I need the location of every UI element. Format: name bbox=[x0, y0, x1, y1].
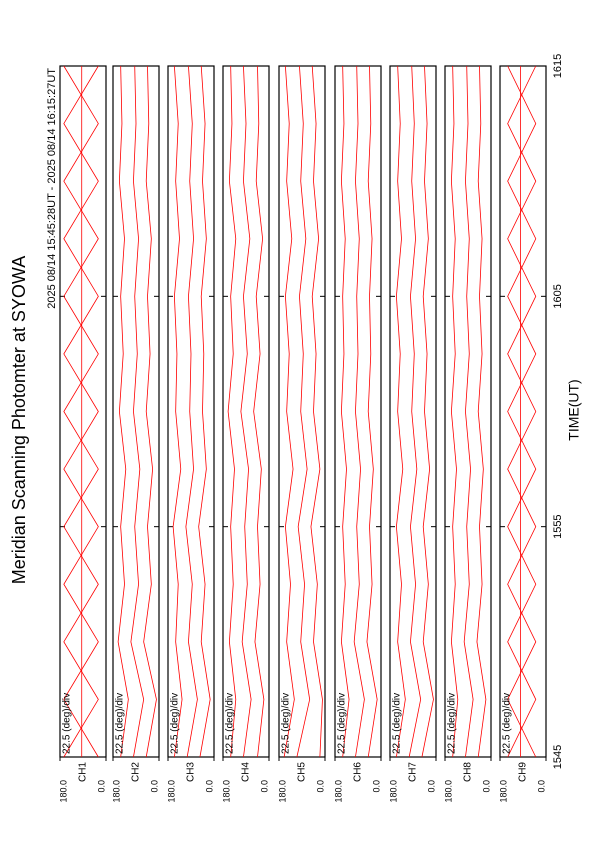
trace bbox=[507, 65, 537, 758]
x-tick-label: 1615 bbox=[552, 54, 564, 78]
trace bbox=[507, 65, 537, 758]
channel-label: CH2 bbox=[131, 762, 142, 782]
trace bbox=[63, 65, 99, 758]
channel-label: CH6 bbox=[353, 762, 364, 782]
panel-frame bbox=[444, 65, 492, 758]
trace bbox=[198, 65, 211, 758]
trace bbox=[310, 65, 323, 758]
trace bbox=[240, 65, 252, 758]
y-tick-label: 0.0 bbox=[426, 780, 436, 793]
scale-label: 22.5 (deg)/div bbox=[62, 693, 73, 754]
trace bbox=[283, 65, 295, 758]
panel-frame bbox=[222, 65, 270, 758]
trace bbox=[395, 65, 406, 758]
scale-label: 22.5 (deg)/div bbox=[392, 693, 403, 754]
trace bbox=[450, 65, 459, 758]
trace bbox=[296, 65, 311, 758]
y-tick-label: 180.0 bbox=[443, 780, 453, 803]
x-tick-label: 1545 bbox=[552, 745, 564, 769]
trace bbox=[117, 65, 129, 758]
y-tick-label: 0.0 bbox=[259, 780, 269, 793]
y-tick-label: 180.0 bbox=[221, 780, 231, 803]
panel-frame bbox=[167, 65, 215, 758]
scale-label: 22.5 (deg)/div bbox=[170, 693, 181, 754]
y-tick-label: 0.0 bbox=[481, 780, 491, 793]
trace bbox=[421, 65, 434, 758]
scale-label: 22.5 (deg)/div bbox=[502, 693, 513, 754]
channel-label: CH4 bbox=[241, 762, 252, 782]
y-tick-label: 180.0 bbox=[111, 780, 121, 803]
trace bbox=[130, 65, 145, 758]
y-tick-label: 0.0 bbox=[536, 780, 546, 793]
trace bbox=[185, 65, 198, 758]
panel-frame bbox=[389, 65, 437, 758]
channel-label: CH7 bbox=[408, 762, 419, 782]
chart-title: Meridian Scanning Photomter at SYOWA bbox=[9, 256, 29, 584]
y-tick-label: 180.0 bbox=[166, 780, 176, 803]
y-tick-label: 0.0 bbox=[149, 780, 159, 793]
panel-frame bbox=[334, 65, 382, 758]
y-tick-label: 180.0 bbox=[498, 780, 508, 803]
scale-label: 22.5 (deg)/div bbox=[115, 693, 126, 754]
y-tick-label: 180.0 bbox=[277, 780, 287, 803]
y-tick-label: 180.0 bbox=[333, 780, 343, 803]
trace bbox=[63, 65, 99, 758]
x-axis-label: TIME(UT) bbox=[566, 379, 582, 440]
panel-frame bbox=[499, 65, 547, 758]
trace bbox=[353, 65, 365, 758]
x-tick-label: 1605 bbox=[552, 284, 564, 308]
scale-label: 22.5 (deg)/div bbox=[447, 693, 458, 754]
y-tick-label: 0.0 bbox=[371, 780, 381, 793]
panel-frame bbox=[59, 65, 107, 758]
trace bbox=[172, 65, 183, 758]
scale-label: 22.5 (deg)/div bbox=[337, 693, 348, 754]
y-tick-label: 0.0 bbox=[315, 780, 325, 793]
channel-label: CH3 bbox=[186, 762, 197, 782]
panel-frame bbox=[278, 65, 326, 758]
trace bbox=[408, 65, 422, 758]
x-tick-label: 1555 bbox=[552, 514, 564, 538]
y-tick-label: 180.0 bbox=[388, 780, 398, 803]
trace bbox=[463, 65, 474, 758]
chart-subtitle: 2025 08/14 15:45:28UT - 2025 08/14 16:15… bbox=[46, 68, 58, 309]
panel-frame bbox=[112, 65, 160, 758]
scale-label: 22.5 (deg)/div bbox=[281, 693, 292, 754]
scale-label: 22.5 (deg)/div bbox=[225, 693, 236, 754]
channel-label: CH5 bbox=[297, 762, 308, 782]
trace bbox=[476, 65, 487, 758]
trace bbox=[366, 65, 378, 758]
channel-label: CH1 bbox=[78, 762, 89, 782]
y-tick-label: 0.0 bbox=[204, 780, 214, 793]
trace bbox=[253, 65, 265, 758]
trace bbox=[143, 65, 157, 758]
channel-label: CH8 bbox=[463, 762, 474, 782]
y-tick-label: 0.0 bbox=[96, 780, 106, 793]
trace bbox=[340, 65, 350, 758]
rotated-chart: Meridian Scanning Photomter at SYOWA 202… bbox=[9, 54, 582, 803]
channel-label: CH9 bbox=[518, 762, 529, 782]
y-tick-label: 180.0 bbox=[58, 780, 68, 803]
trace bbox=[227, 65, 237, 758]
